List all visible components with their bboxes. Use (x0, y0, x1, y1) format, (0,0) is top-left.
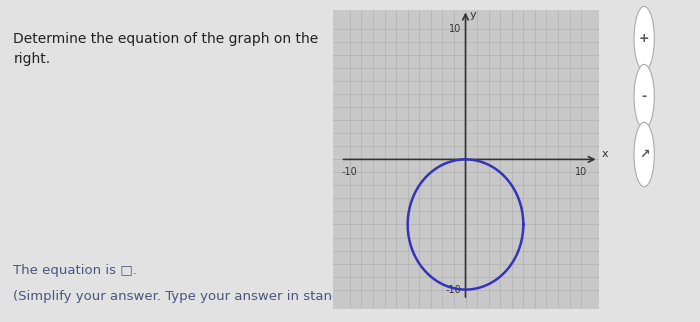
Text: Determine the equation of the graph on the
right.: Determine the equation of the graph on t… (13, 32, 318, 66)
Text: The equation is □.: The equation is □. (13, 264, 137, 277)
Text: x: x (602, 149, 608, 159)
Text: 10: 10 (575, 167, 587, 177)
Text: ↗: ↗ (639, 148, 650, 161)
Circle shape (634, 64, 655, 129)
Text: (Simplify your answer. Type your answer in standard form.): (Simplify your answer. Type your answer … (13, 290, 407, 303)
Text: -: - (642, 90, 647, 103)
Text: 10: 10 (449, 24, 461, 34)
Text: +: + (639, 32, 650, 45)
Circle shape (634, 122, 655, 187)
Text: -10: -10 (342, 167, 358, 177)
Text: y: y (470, 10, 477, 20)
Text: -10: -10 (445, 285, 461, 295)
Circle shape (634, 6, 655, 71)
